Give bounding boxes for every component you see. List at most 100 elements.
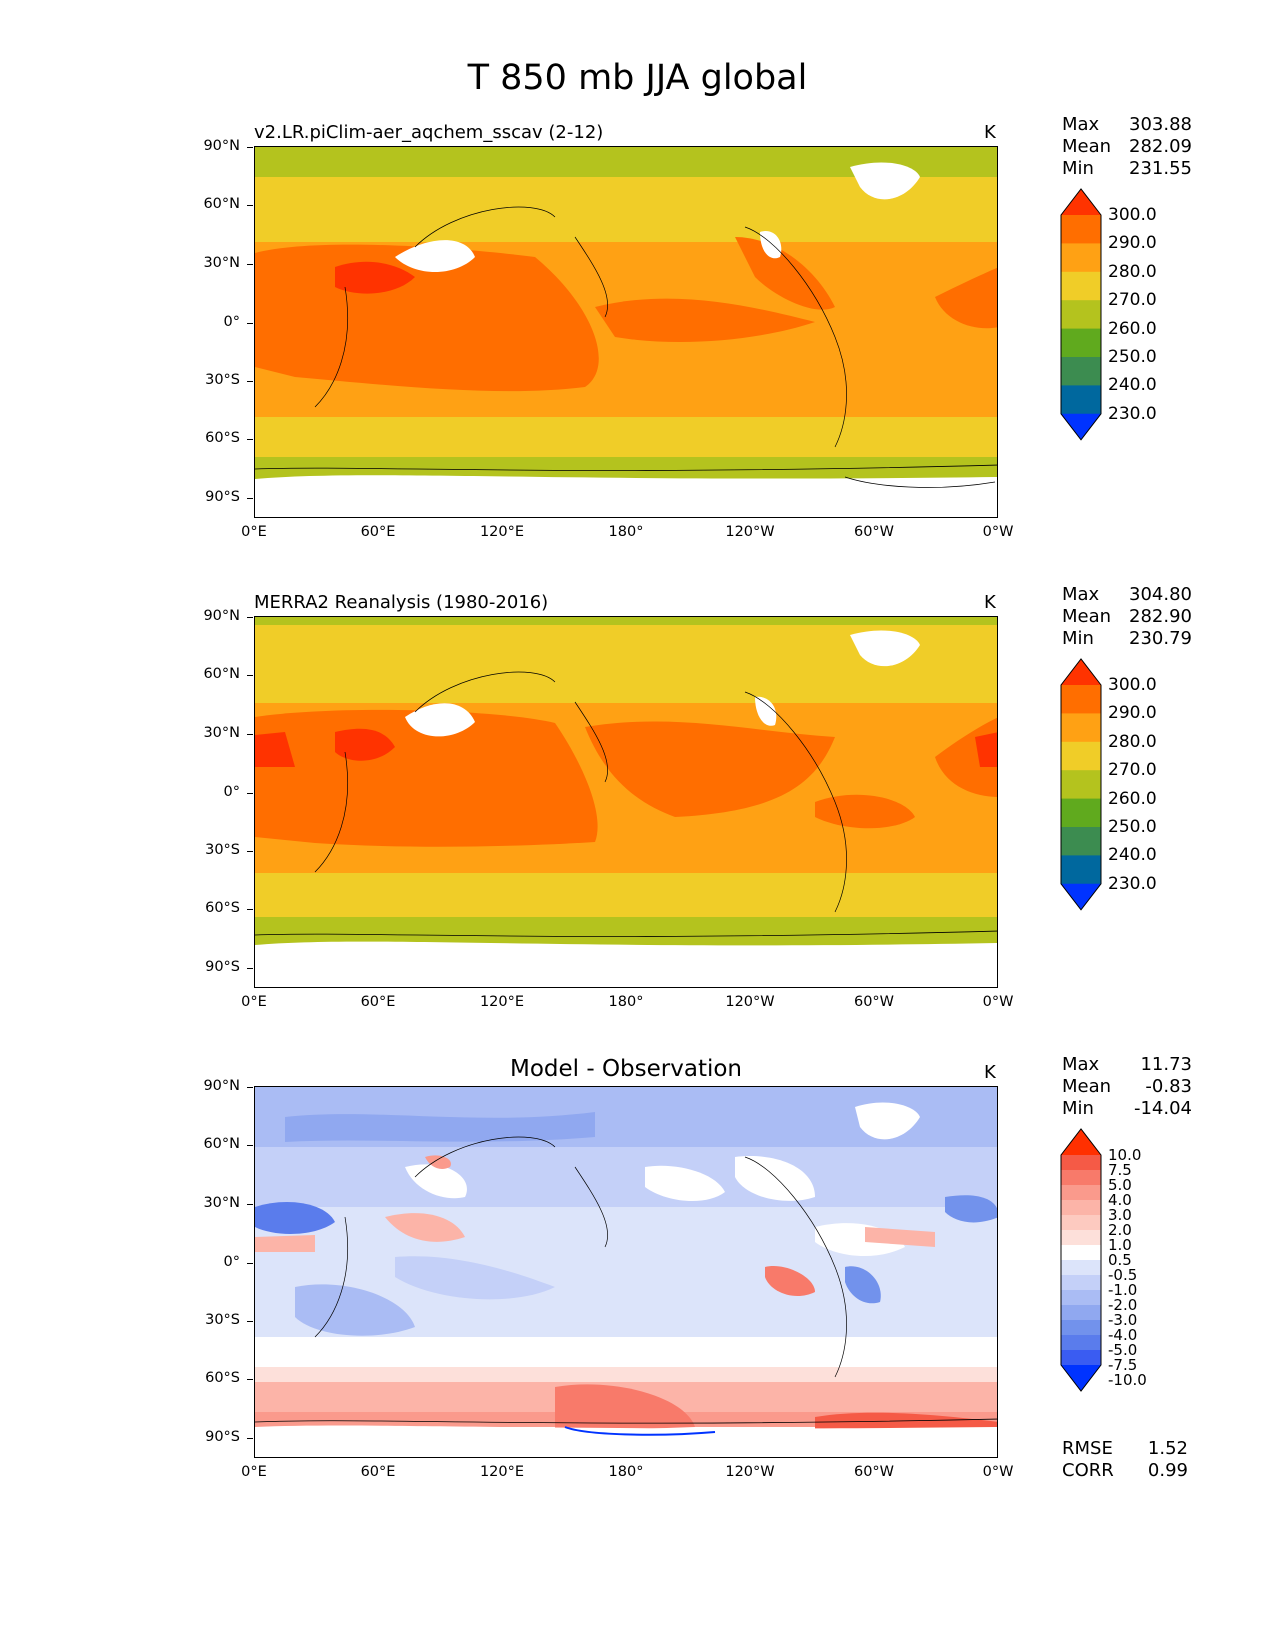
colorbar-graphic <box>1060 658 1102 911</box>
colorbar-tick-label: 0.5 <box>1108 1251 1132 1269</box>
lon-label: 120°E <box>479 1464 525 1480</box>
lat-label: 30°S <box>180 842 253 858</box>
colorbar-tick-label: 230.0 <box>1108 403 1157 424</box>
lon-label: 0°W <box>982 994 1014 1010</box>
max-value: 303.88 <box>1129 114 1192 135</box>
stats-block: Max 11.73 Mean -0.83 Min -14.04 <box>1062 1054 1192 1120</box>
lon-label: 60°E <box>360 1464 396 1480</box>
mean-value: 282.09 <box>1129 136 1192 157</box>
map-observation <box>254 616 998 988</box>
colorbar-segment <box>1061 685 1101 714</box>
colorbar-extend-min <box>1061 883 1101 910</box>
lat-label: 60°N <box>180 196 253 212</box>
colorbar-tick-label: -1.0 <box>1108 1281 1138 1299</box>
colorbar-tick-label: 4.0 <box>1108 1191 1132 1209</box>
colorbar-tick-label: 250.0 <box>1108 817 1157 837</box>
colorbar-extend-min <box>1061 1365 1101 1391</box>
colorbar-segment <box>1061 1245 1101 1261</box>
colorbar-segment <box>1061 1230 1101 1246</box>
colorbar-outline <box>1060 1128 1102 1392</box>
lon-label: 0°E <box>241 524 267 540</box>
lat-label: 0° <box>180 784 253 800</box>
colorbar-extend-max <box>1061 1129 1101 1155</box>
lat-label: 90°N <box>180 1078 253 1094</box>
figure-title: T 850 mb JJA global <box>467 58 808 98</box>
colorbar-segment <box>1061 1320 1101 1336</box>
colorbar-tick-label: -0.5 <box>1108 1266 1138 1284</box>
colorbar-segment <box>1061 385 1101 415</box>
lon-label: 120°W <box>725 1464 775 1480</box>
colorbar-tick-label: 240.0 <box>1108 845 1157 866</box>
lon-label: 180° <box>608 1464 644 1480</box>
lat-label: 30°N <box>180 255 253 271</box>
diff-metrics: RMSE 1.52 CORR 0.99 <box>1062 1438 1188 1482</box>
panel-title: MERRA2 Reanalysis (1980-2016) <box>254 592 549 613</box>
colorbar-tick-label: 7.5 <box>1108 1161 1132 1179</box>
colorbar-tick-label: 10.0 <box>1108 1146 1142 1164</box>
mean-label: Mean <box>1062 606 1112 627</box>
colorbar-tick-label: 280.0 <box>1108 731 1157 752</box>
colorbar-segment <box>1061 215 1101 244</box>
units-label: K <box>984 592 996 613</box>
units-label: K <box>984 122 996 143</box>
colorbar-tick-label: 240.0 <box>1108 375 1157 396</box>
units-label: K <box>984 1062 996 1083</box>
lon-label: 60°W <box>853 1464 895 1480</box>
lat-label: 90°N <box>180 138 253 154</box>
lon-label: 0°E <box>241 994 267 1010</box>
colorbar-tick-label: 260.0 <box>1108 318 1157 339</box>
colorbar-segment <box>1061 798 1101 828</box>
max-value: 304.80 <box>1129 584 1192 605</box>
colorbar-tick-label: 290.0 <box>1108 233 1157 254</box>
lon-label: 60°W <box>853 524 895 540</box>
panel-title: Model - Observation <box>509 1056 743 1082</box>
colorbar-segment <box>1061 271 1101 301</box>
lon-label: 120°W <box>725 524 775 540</box>
mean-value: 282.90 <box>1129 606 1192 627</box>
colorbar-segment <box>1061 1155 1101 1171</box>
colorbar-extend-min <box>1061 413 1101 440</box>
colorbar-tick-label: 5.0 <box>1108 1176 1132 1194</box>
colorbar-segment <box>1061 713 1101 743</box>
colorbar-segment <box>1061 1185 1101 1201</box>
colorbar-segment <box>1061 1335 1101 1351</box>
panel-observation: MERRA2 Reanalysis (1980-2016) K <box>0 584 1275 1056</box>
colorbar-tick-label: 280.0 <box>1108 261 1157 282</box>
lon-label: 180° <box>608 994 644 1010</box>
map-model <box>254 146 998 518</box>
rmse-label: RMSE <box>1062 1438 1113 1459</box>
max-value: 11.73 <box>1140 1054 1192 1075</box>
colorbar-segment <box>1061 770 1101 800</box>
lon-label: 60°W <box>853 994 895 1010</box>
colorbar-extend-max <box>1061 659 1101 685</box>
corr-value: 0.99 <box>1147 1460 1188 1481</box>
max-label: Max <box>1062 1054 1100 1075</box>
colorbar-segment <box>1061 243 1101 273</box>
colorbar-segment <box>1061 1305 1101 1321</box>
colorbar-segment <box>1061 1200 1101 1216</box>
colorbar-tick-label: 290.0 <box>1108 703 1157 724</box>
mean-value: -0.83 <box>1145 1076 1192 1097</box>
colorbar-outline <box>1060 188 1102 441</box>
stats-block: Max 303.88 Mean 282.09 Min 231.55 <box>1062 114 1192 180</box>
mean-label: Mean <box>1062 136 1112 157</box>
colorbar-tick-label: 300.0 <box>1108 205 1157 225</box>
lat-label: 0° <box>180 314 253 330</box>
colorbar-segment <box>1061 1215 1101 1231</box>
colorbar-tick-label: 270.0 <box>1108 760 1157 781</box>
min-value: 231.55 <box>1129 158 1192 179</box>
colorbar-tick-label: -5.0 <box>1108 1341 1138 1359</box>
lat-label: 60°S <box>180 1370 253 1386</box>
lat-label: 0° <box>180 1254 253 1270</box>
mean-label: Mean <box>1062 1076 1112 1097</box>
lat-label: 90°S <box>180 489 253 505</box>
colorbar-tick-label: -4.0 <box>1108 1326 1138 1344</box>
max-label: Max <box>1062 114 1100 135</box>
colorbar-segment <box>1061 357 1101 386</box>
lon-label: 120°E <box>479 524 525 540</box>
panel-model: v2.LR.piClim-aer_aqchem_sscav (2-12) K <box>0 114 1275 586</box>
colorbar-tick-label: 300.0 <box>1108 675 1157 695</box>
lat-label: 90°S <box>180 1429 253 1445</box>
lat-label: 30°N <box>180 725 253 741</box>
lon-label: 60°E <box>360 994 396 1010</box>
